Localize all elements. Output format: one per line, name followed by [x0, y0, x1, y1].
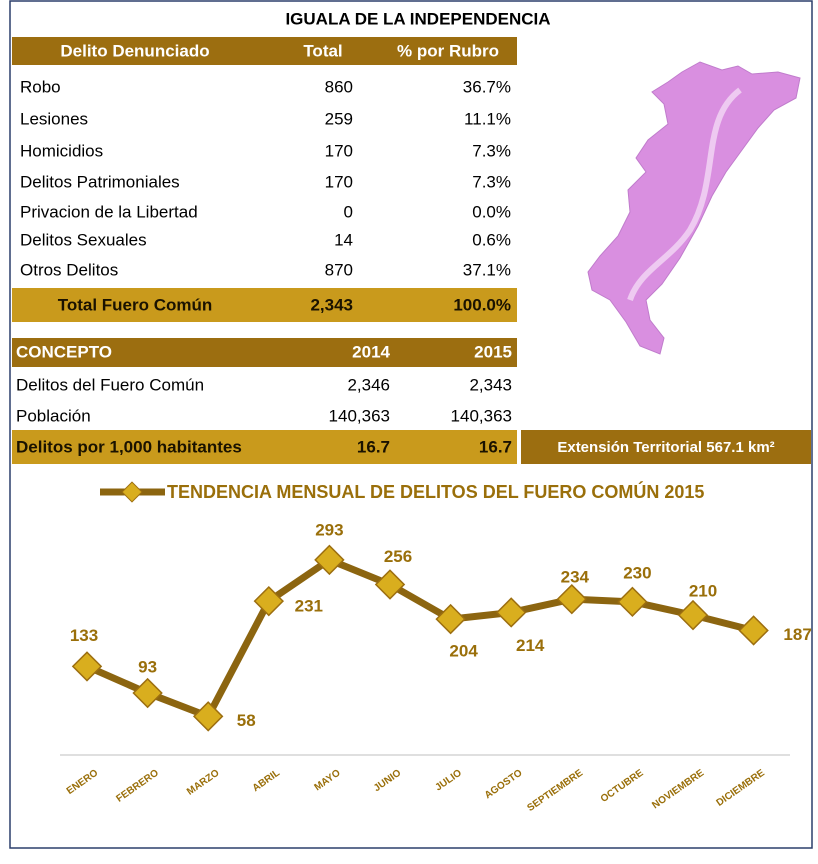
- table-header-cell: Delito Denunciado: [60, 41, 209, 60]
- x-tick-label: ENERO: [65, 767, 101, 797]
- map-shape: [587, 61, 801, 355]
- marker: [253, 585, 285, 617]
- table-cell: 36.7%: [463, 77, 511, 96]
- concept-cell: Delitos del Fuero Común: [16, 375, 204, 394]
- marker: [71, 651, 103, 682]
- concept-cell: 140,363: [329, 406, 390, 425]
- data-label: 93: [138, 658, 157, 677]
- frame: [9, 0, 813, 849]
- concept-total-cell: 16.7: [357, 437, 390, 456]
- table-header: [12, 37, 517, 65]
- data-label: 210: [689, 582, 717, 601]
- concept-header: [12, 338, 517, 367]
- concept-header-cell: CONCEPTO: [16, 342, 112, 361]
- marker: [677, 599, 709, 631]
- table-cell: Lesiones: [20, 109, 88, 128]
- concept-cell: 140,363: [451, 406, 512, 425]
- table-cell: 170: [325, 141, 353, 160]
- x-tick-label: AGOSTO: [483, 767, 525, 801]
- x-tick-label: SEPTIEMBRE: [525, 767, 585, 813]
- marker: [556, 583, 588, 615]
- marker: [192, 701, 224, 732]
- data-label: 231: [295, 597, 323, 616]
- table-total-cell: 100.0%: [453, 295, 511, 314]
- data-label: 58: [237, 711, 256, 730]
- table-cell: 37.1%: [463, 260, 511, 279]
- table-cell: Delitos Patrimoniales: [20, 172, 180, 191]
- marker: [314, 544, 345, 576]
- marker: [617, 586, 648, 618]
- concept-total-cell: 16.7: [479, 437, 512, 456]
- concept-total-cell: Delitos por 1,000 habitantes: [16, 437, 242, 456]
- x-tick-label: FEBRERO: [114, 767, 161, 804]
- data-label: 256: [384, 547, 412, 566]
- data-label: 214: [516, 636, 545, 655]
- data-label: 293: [315, 520, 343, 539]
- table-cell: 7.3%: [472, 141, 511, 160]
- data-label: 204: [449, 642, 478, 661]
- table-header-cell: Total: [303, 41, 342, 60]
- concept-header-cell: 2015: [474, 342, 512, 361]
- data-label: 234: [561, 568, 590, 587]
- table-cell: Privacion de la Libertad: [20, 202, 198, 221]
- marker: [738, 615, 769, 646]
- marker: [495, 597, 527, 628]
- table-cell: Homicidios: [20, 141, 103, 160]
- data-label: 230: [623, 563, 651, 582]
- x-tick-label: DICIEMBRE: [715, 767, 768, 808]
- concept-header-cell: 2014: [352, 342, 390, 361]
- table-cell: Robo: [20, 77, 61, 96]
- x-tick-label: MAYO: [312, 767, 342, 793]
- table-header-cell: % por Rubro: [397, 41, 499, 60]
- x-tick-label: OCTUBRE: [599, 767, 646, 805]
- data-label: 187: [783, 625, 811, 644]
- table-cell: 0.0%: [472, 202, 511, 221]
- concept-cell: 2,346: [347, 375, 390, 394]
- extension-box: [521, 430, 811, 464]
- x-tick-label: MARZO: [185, 767, 222, 797]
- x-tick-label: JUNIO: [372, 767, 404, 794]
- table-total: [12, 288, 517, 322]
- data-label: 133: [70, 626, 98, 645]
- table-cell: 11.1%: [464, 109, 511, 128]
- marker: [132, 677, 163, 709]
- marker: [435, 603, 466, 635]
- table-cell: 0.6%: [472, 230, 511, 249]
- extension: Extensión Territorial 567.1 km²: [557, 439, 774, 456]
- x-tick-label: JULIO: [433, 767, 464, 793]
- table-cell: 259: [325, 109, 353, 128]
- map-highlight: [627, 87, 742, 302]
- x-tick-label: NOVIEMBRE: [650, 767, 706, 811]
- concept-total: [12, 430, 517, 464]
- table-cell: Otros Delitos: [20, 260, 118, 279]
- marker: [374, 569, 406, 600]
- x-tick-label: ABRIL: [251, 768, 282, 795]
- line: [85, 556, 755, 720]
- table-cell: 0: [344, 202, 353, 221]
- table-cell: 7.3%: [472, 172, 511, 191]
- table-cell: 870: [325, 260, 353, 279]
- table-total-cell: Total Fuero Común: [58, 295, 213, 314]
- table-total-cell: 2,343: [310, 295, 353, 314]
- chart-title: TENDENCIA MENSUAL DE DELITOS DEL FUERO C…: [167, 481, 704, 502]
- legend-marker: [121, 481, 143, 503]
- title: IGUALA DE LA INDEPENDENCIA: [285, 9, 550, 28]
- concept-cell: Población: [16, 406, 91, 425]
- table-cell: 14: [334, 230, 353, 249]
- table-cell: 860: [325, 77, 353, 96]
- table-cell: Delitos Sexuales: [20, 230, 147, 249]
- concept-cell: 2,343: [469, 375, 512, 394]
- table-cell: 170: [325, 172, 353, 191]
